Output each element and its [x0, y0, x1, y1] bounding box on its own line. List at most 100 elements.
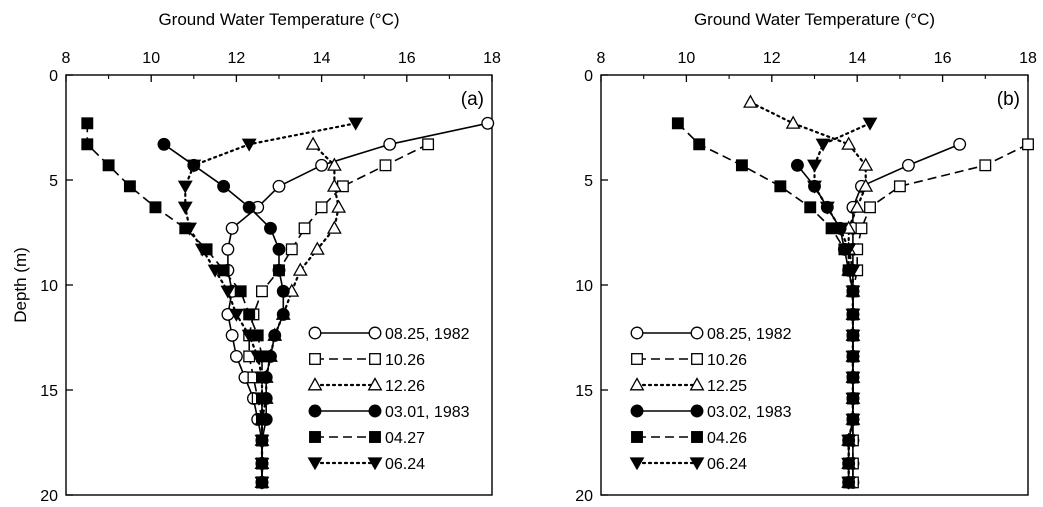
data-point — [841, 434, 857, 448]
data-point — [241, 329, 257, 343]
data-point — [422, 138, 435, 151]
data-point — [254, 392, 270, 406]
legend-label: 10.26 — [385, 352, 425, 369]
legend-marker — [369, 431, 381, 443]
data-point — [254, 476, 270, 490]
data-point — [242, 200, 256, 214]
legend-marker — [309, 353, 321, 365]
legend-marker — [631, 431, 643, 443]
series-line — [852, 143, 1029, 483]
legend-marker — [369, 353, 381, 365]
panel-a: 8 10 12 14 16 18 0 5 10 15 20 Ground Water Temperat… — [11, 10, 501, 505]
data-point — [229, 349, 243, 363]
legend-marker — [691, 353, 703, 365]
data-point — [348, 117, 364, 131]
data-point — [276, 307, 290, 321]
data-point — [254, 371, 270, 385]
data-point — [858, 178, 874, 192]
data-point — [81, 138, 94, 151]
data-point — [855, 222, 868, 235]
panel-label: (b) — [997, 89, 1020, 110]
data-point — [807, 159, 822, 173]
y-axis-title: Depth (m) — [11, 247, 30, 323]
y-tick-label: 0 — [49, 68, 58, 85]
legend-marker — [308, 326, 322, 340]
data-point — [481, 116, 495, 130]
data-point — [774, 180, 787, 193]
data-point — [241, 138, 257, 152]
legend-marker — [307, 377, 323, 391]
x-tick-label: 8 — [62, 50, 71, 67]
x-axis-title: Ground Water Temperature (°C) — [694, 10, 935, 29]
x-tick-label: 8 — [597, 50, 606, 67]
legend-marker — [367, 377, 383, 391]
data-point — [845, 350, 861, 364]
data-point — [315, 201, 328, 214]
y-tick-label: 15 — [575, 383, 593, 400]
data-point — [243, 308, 256, 321]
data-point — [845, 308, 861, 322]
x-tick-label: 14 — [313, 50, 331, 67]
data-point — [217, 179, 231, 193]
data-point — [743, 94, 758, 108]
data-point — [841, 243, 857, 257]
data-point — [845, 392, 861, 406]
legend-label: 04.27 — [385, 430, 425, 447]
legend-marker — [631, 353, 643, 365]
legend-label: 08.25, 1982 — [707, 326, 792, 343]
series-2 — [846, 138, 1034, 489]
data-point — [671, 117, 684, 130]
data-point — [864, 201, 876, 214]
x-tick-label: 14 — [848, 50, 866, 67]
y-tick-label: 5 — [584, 173, 593, 190]
data-point — [254, 457, 270, 471]
y-tick-label: 10 — [40, 278, 58, 295]
data-point — [326, 220, 342, 234]
data-point — [845, 264, 861, 278]
x-axis-title: Ground Water Temperature (°C) — [158, 10, 399, 29]
legend: 08.25, 1982 10.26 12.25 03.02, 1983 04.26 06.… — [629, 326, 792, 473]
data-point — [292, 262, 308, 276]
series-line — [86, 123, 263, 483]
data-point — [819, 201, 835, 215]
data-point — [807, 180, 822, 194]
series-line — [260, 143, 340, 484]
data-point — [225, 221, 239, 235]
series-5 — [81, 117, 268, 489]
data-point — [81, 117, 94, 130]
series-line — [813, 122, 872, 484]
data-point — [849, 199, 865, 213]
data-point — [815, 138, 831, 152]
legend-label: 03.01, 1983 — [385, 404, 470, 421]
data-point — [735, 159, 748, 172]
series-line — [227, 122, 488, 483]
legend-label: 10.26 — [707, 352, 747, 369]
data-point — [862, 117, 878, 131]
data-point — [1022, 138, 1034, 151]
data-point — [285, 243, 298, 256]
data-point — [785, 115, 801, 129]
data-point — [254, 434, 270, 448]
data-point — [194, 243, 210, 257]
legend-label: 04.26 — [707, 430, 747, 447]
data-point — [225, 328, 239, 342]
data-point — [841, 457, 857, 471]
data-point — [220, 285, 236, 299]
legend-marker — [307, 457, 323, 471]
data-point — [228, 308, 244, 322]
legend-label: 03.02, 1983 — [707, 404, 792, 421]
data-point — [182, 222, 197, 236]
data-point — [845, 371, 861, 385]
legend-marker — [689, 377, 705, 391]
legend-label: 12.26 — [385, 378, 425, 395]
data-point — [298, 222, 311, 235]
data-point — [901, 158, 915, 172]
legend: 08.25, 1982 10.26 12.26 03.01, 1983 04.27 06.… — [307, 326, 470, 473]
data-point — [383, 137, 397, 151]
data-point — [858, 157, 874, 171]
x-tick-label: 12 — [228, 50, 246, 67]
series-6 — [807, 117, 878, 490]
data-point — [379, 159, 392, 172]
x-tick-label: 16 — [398, 50, 416, 67]
